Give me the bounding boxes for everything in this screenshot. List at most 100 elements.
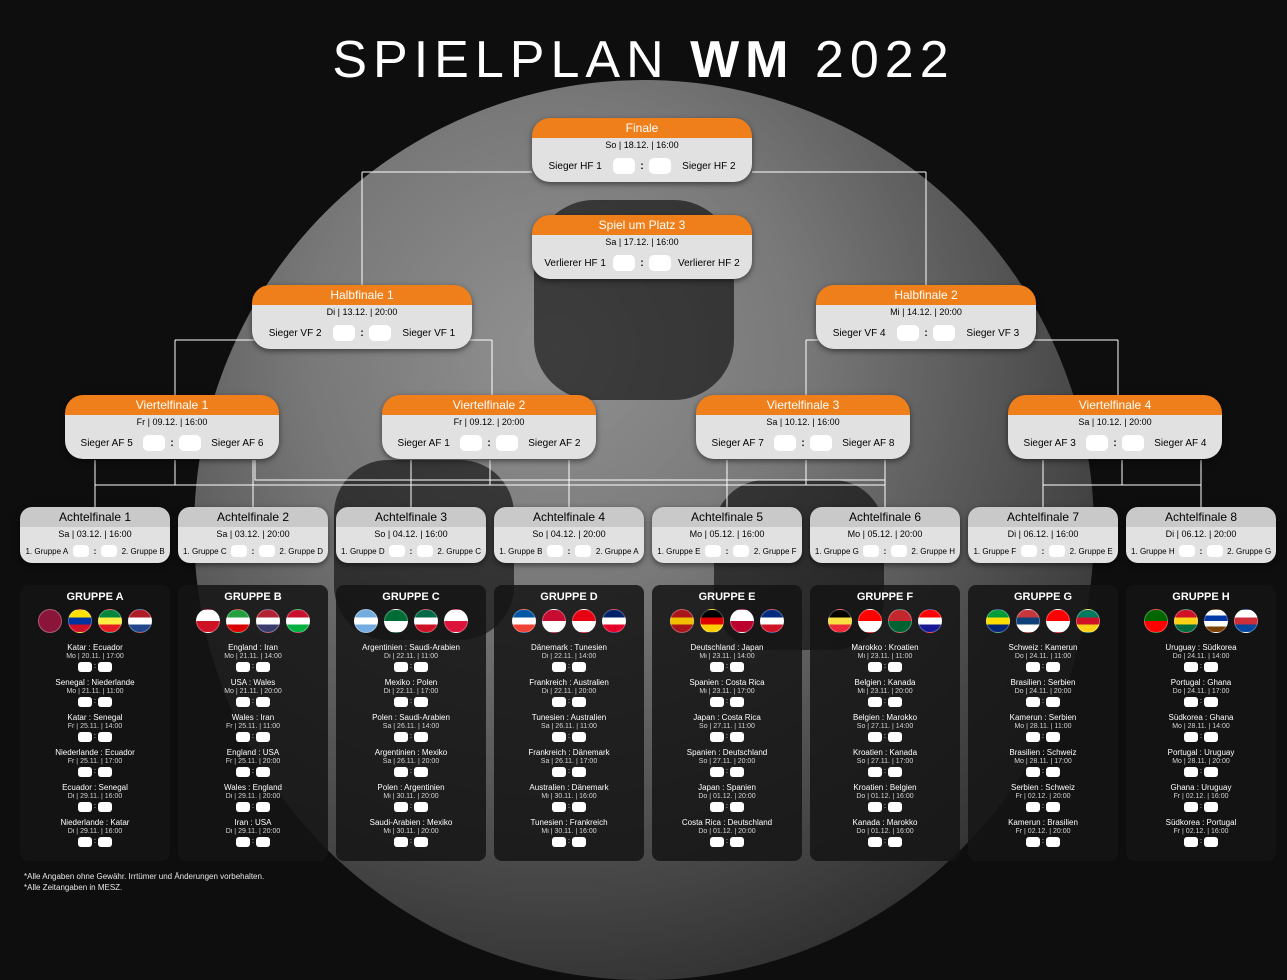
score-right[interactable]	[369, 325, 391, 341]
score-right[interactable]	[649, 158, 671, 174]
score-left[interactable]	[236, 732, 250, 742]
score-left[interactable]	[868, 802, 882, 812]
score-left[interactable]	[143, 435, 165, 451]
score-right[interactable]	[730, 802, 744, 812]
score-right[interactable]	[1046, 697, 1060, 707]
score-left[interactable]	[710, 732, 724, 742]
score-right[interactable]	[1204, 662, 1218, 672]
score-left[interactable]	[1026, 732, 1040, 742]
score-left[interactable]	[1026, 802, 1040, 812]
score-left[interactable]	[1184, 662, 1198, 672]
score-right[interactable]	[98, 697, 112, 707]
score-right[interactable]	[1046, 732, 1060, 742]
score-left[interactable]	[613, 255, 635, 271]
score-right[interactable]	[1204, 837, 1218, 847]
score-right[interactable]	[417, 545, 433, 557]
score-left[interactable]	[1026, 697, 1040, 707]
score-right[interactable]	[414, 837, 428, 847]
score-right[interactable]	[572, 767, 586, 777]
score-right[interactable]	[256, 697, 270, 707]
score-left[interactable]	[552, 697, 566, 707]
score-left[interactable]	[394, 837, 408, 847]
score-left[interactable]	[710, 837, 724, 847]
score-left[interactable]	[868, 732, 882, 742]
score-right[interactable]	[572, 697, 586, 707]
score-right[interactable]	[730, 767, 744, 777]
score-right[interactable]	[891, 545, 907, 557]
score-left[interactable]	[394, 662, 408, 672]
score-left[interactable]	[389, 545, 405, 557]
score-right[interactable]	[98, 837, 112, 847]
score-right[interactable]	[256, 837, 270, 847]
score-left[interactable]	[236, 697, 250, 707]
score-left[interactable]	[1184, 837, 1198, 847]
score-right[interactable]	[414, 697, 428, 707]
score-right[interactable]	[730, 732, 744, 742]
score-right[interactable]	[1122, 435, 1144, 451]
score-right[interactable]	[888, 697, 902, 707]
score-left[interactable]	[394, 697, 408, 707]
score-right[interactable]	[1204, 732, 1218, 742]
score-left[interactable]	[868, 697, 882, 707]
score-right[interactable]	[1204, 697, 1218, 707]
score-left[interactable]	[1184, 697, 1198, 707]
score-left[interactable]	[236, 767, 250, 777]
score-right[interactable]	[1049, 545, 1065, 557]
score-left[interactable]	[1026, 837, 1040, 847]
score-left[interactable]	[863, 545, 879, 557]
score-right[interactable]	[179, 435, 201, 451]
score-right[interactable]	[888, 837, 902, 847]
score-right[interactable]	[1204, 767, 1218, 777]
score-left[interactable]	[868, 767, 882, 777]
score-left[interactable]	[333, 325, 355, 341]
score-left[interactable]	[1086, 435, 1108, 451]
score-right[interactable]	[259, 545, 275, 557]
score-right[interactable]	[256, 802, 270, 812]
score-right[interactable]	[1046, 662, 1060, 672]
score-left[interactable]	[868, 662, 882, 672]
score-right[interactable]	[730, 662, 744, 672]
score-right[interactable]	[572, 837, 586, 847]
score-right[interactable]	[414, 802, 428, 812]
score-right[interactable]	[256, 662, 270, 672]
score-left[interactable]	[552, 837, 566, 847]
score-right[interactable]	[1046, 802, 1060, 812]
score-left[interactable]	[552, 732, 566, 742]
score-right[interactable]	[888, 802, 902, 812]
score-right[interactable]	[256, 767, 270, 777]
score-right[interactable]	[1046, 767, 1060, 777]
score-left[interactable]	[236, 802, 250, 812]
score-right[interactable]	[496, 435, 518, 451]
score-right[interactable]	[575, 545, 591, 557]
score-left[interactable]	[1021, 545, 1037, 557]
score-right[interactable]	[888, 732, 902, 742]
score-left[interactable]	[710, 662, 724, 672]
score-right[interactable]	[414, 767, 428, 777]
score-right[interactable]	[810, 435, 832, 451]
score-right[interactable]	[101, 545, 117, 557]
score-right[interactable]	[256, 732, 270, 742]
score-left[interactable]	[1184, 732, 1198, 742]
score-left[interactable]	[231, 545, 247, 557]
score-left[interactable]	[394, 732, 408, 742]
score-left[interactable]	[236, 837, 250, 847]
score-left[interactable]	[78, 732, 92, 742]
score-right[interactable]	[98, 767, 112, 777]
score-left[interactable]	[613, 158, 635, 174]
score-right[interactable]	[1204, 802, 1218, 812]
score-left[interactable]	[705, 545, 721, 557]
score-left[interactable]	[78, 802, 92, 812]
score-right[interactable]	[888, 767, 902, 777]
score-left[interactable]	[1026, 767, 1040, 777]
score-left[interactable]	[897, 325, 919, 341]
score-left[interactable]	[552, 767, 566, 777]
score-right[interactable]	[888, 662, 902, 672]
score-right[interactable]	[572, 662, 586, 672]
score-right[interactable]	[414, 662, 428, 672]
score-right[interactable]	[649, 255, 671, 271]
score-left[interactable]	[78, 767, 92, 777]
score-left[interactable]	[78, 662, 92, 672]
score-left[interactable]	[1179, 545, 1195, 557]
score-left[interactable]	[394, 767, 408, 777]
score-right[interactable]	[1046, 837, 1060, 847]
